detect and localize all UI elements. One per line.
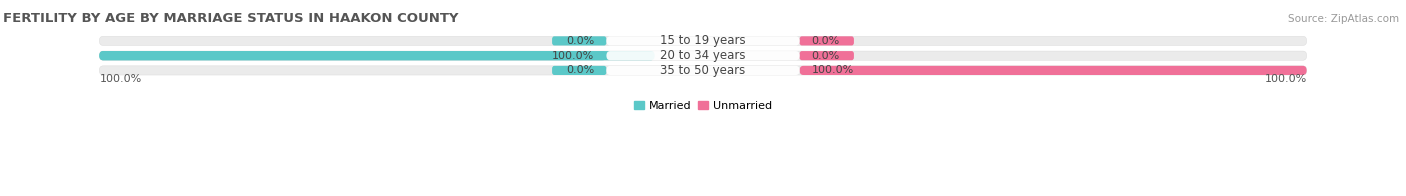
- FancyBboxPatch shape: [553, 66, 606, 75]
- Text: 35 to 50 years: 35 to 50 years: [661, 64, 745, 77]
- FancyBboxPatch shape: [606, 51, 800, 60]
- FancyBboxPatch shape: [800, 51, 853, 60]
- Text: 100.0%: 100.0%: [100, 74, 142, 84]
- FancyBboxPatch shape: [100, 51, 606, 60]
- FancyBboxPatch shape: [100, 51, 655, 60]
- FancyBboxPatch shape: [100, 51, 1306, 60]
- Text: 100.0%: 100.0%: [1264, 74, 1306, 84]
- FancyBboxPatch shape: [606, 36, 800, 45]
- FancyBboxPatch shape: [100, 36, 1306, 45]
- Text: 0.0%: 0.0%: [567, 36, 595, 46]
- Text: FERTILITY BY AGE BY MARRIAGE STATUS IN HAAKON COUNTY: FERTILITY BY AGE BY MARRIAGE STATUS IN H…: [3, 12, 458, 25]
- FancyBboxPatch shape: [606, 66, 800, 75]
- Text: 20 to 34 years: 20 to 34 years: [661, 49, 745, 62]
- Text: 15 to 19 years: 15 to 19 years: [661, 34, 745, 47]
- FancyBboxPatch shape: [100, 66, 1306, 75]
- FancyBboxPatch shape: [800, 66, 1306, 75]
- Text: 0.0%: 0.0%: [567, 65, 595, 75]
- Text: 100.0%: 100.0%: [811, 65, 853, 75]
- FancyBboxPatch shape: [553, 36, 606, 45]
- Text: 0.0%: 0.0%: [811, 51, 839, 61]
- FancyBboxPatch shape: [800, 36, 853, 45]
- Text: 100.0%: 100.0%: [553, 51, 595, 61]
- Legend: Married, Unmarried: Married, Unmarried: [630, 96, 776, 115]
- Text: 0.0%: 0.0%: [811, 36, 839, 46]
- Text: Source: ZipAtlas.com: Source: ZipAtlas.com: [1288, 14, 1399, 24]
